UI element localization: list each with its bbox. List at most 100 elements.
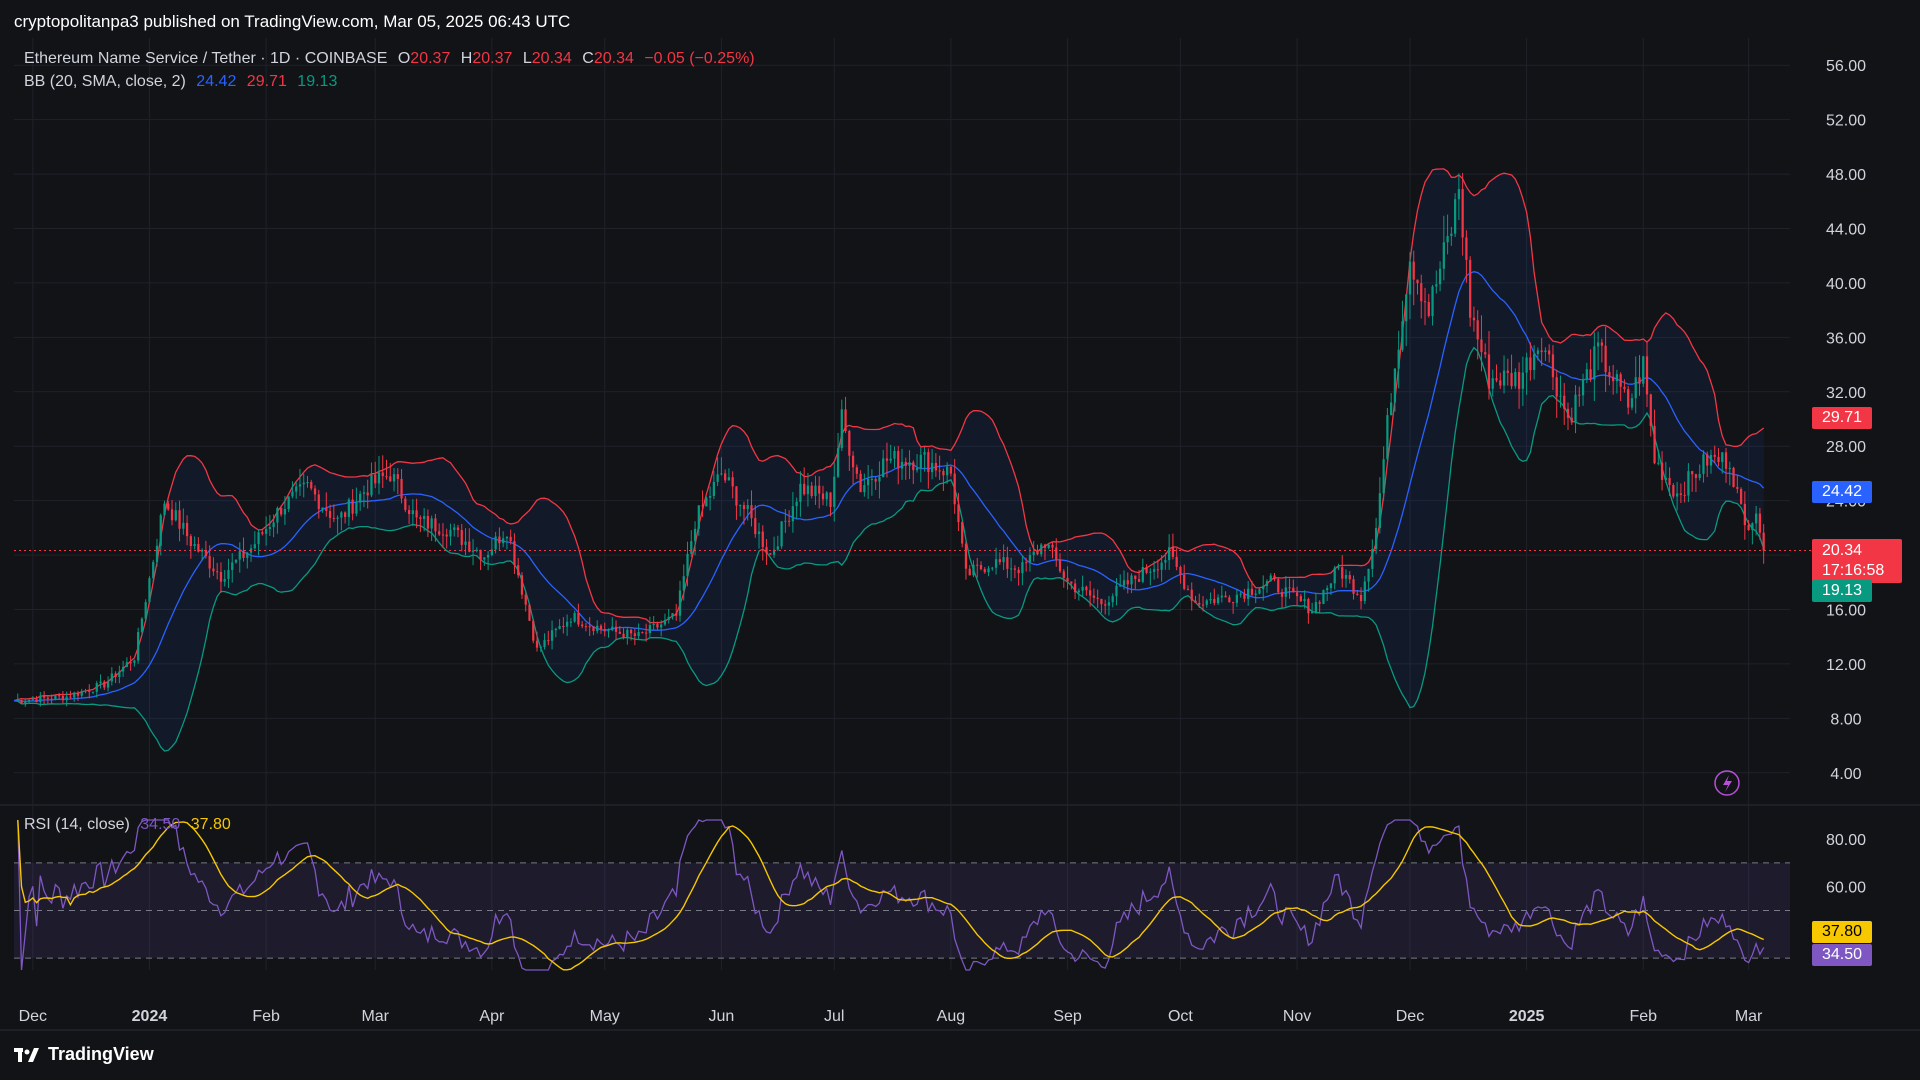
candle-body bbox=[720, 473, 723, 475]
lower-band-tag: 19.13 bbox=[1812, 580, 1872, 602]
candle-body bbox=[1706, 454, 1709, 466]
candle-body bbox=[874, 478, 877, 482]
candle-body bbox=[1017, 569, 1020, 574]
candle-body bbox=[242, 551, 245, 558]
candle-body bbox=[1506, 370, 1509, 373]
candle-body bbox=[584, 626, 588, 628]
candle-body bbox=[1318, 602, 1321, 604]
candle-body bbox=[1013, 568, 1017, 570]
candle-body bbox=[1555, 377, 1558, 397]
candle-body bbox=[1198, 602, 1201, 605]
candle-body bbox=[1356, 593, 1359, 595]
candle-body bbox=[1028, 554, 1032, 563]
candle-body bbox=[471, 550, 475, 552]
candle-body bbox=[1427, 302, 1430, 316]
candle-body bbox=[652, 623, 655, 626]
candle-body bbox=[1239, 593, 1242, 595]
candle-body bbox=[216, 571, 219, 573]
candle-body bbox=[520, 575, 524, 595]
candle-body bbox=[340, 512, 343, 518]
candle-body bbox=[1209, 599, 1212, 601]
candle-body bbox=[1566, 408, 1570, 418]
candle-body bbox=[148, 578, 151, 603]
bb-legend[interactable]: BB (20, SMA, close, 2) 24.42 29.71 19.13 bbox=[24, 73, 343, 91]
candle-body bbox=[1593, 346, 1596, 380]
candle-body bbox=[716, 474, 719, 482]
candle-body bbox=[407, 509, 411, 515]
candle-body bbox=[1390, 402, 1393, 416]
candle-body bbox=[1747, 525, 1750, 531]
candle-body bbox=[1713, 454, 1716, 457]
candle-body bbox=[272, 522, 275, 528]
candle-body bbox=[27, 699, 31, 702]
candle-body bbox=[780, 521, 783, 547]
candle-body bbox=[118, 671, 121, 677]
change-value: −0.05 (−0.25%) bbox=[644, 50, 755, 67]
candle-body bbox=[325, 507, 328, 512]
candle-body bbox=[1702, 454, 1705, 474]
candle-body bbox=[588, 626, 591, 628]
candle-body bbox=[1224, 595, 1227, 598]
rsi-legend[interactable]: RSI (14, close) 34.50 37.80 bbox=[24, 816, 237, 834]
last-price-value: 20.34 bbox=[1822, 542, 1863, 559]
candle-body bbox=[423, 516, 426, 519]
candle-body bbox=[1623, 386, 1626, 390]
candle-body bbox=[336, 517, 339, 519]
bb-basis-value: 24.42 bbox=[196, 73, 237, 90]
candle-body bbox=[900, 461, 904, 469]
candle-body bbox=[167, 503, 170, 510]
candle-body bbox=[261, 532, 264, 534]
candle-body bbox=[686, 553, 689, 577]
candle-body bbox=[513, 541, 516, 566]
candle-body bbox=[663, 619, 667, 625]
candle-body bbox=[833, 476, 836, 507]
lightning-icon[interactable] bbox=[1714, 770, 1740, 796]
candle-body bbox=[24, 701, 27, 704]
candle-body bbox=[1480, 339, 1483, 353]
candle-body bbox=[818, 485, 821, 494]
candle-body bbox=[1371, 548, 1374, 569]
candle-body bbox=[1299, 596, 1302, 602]
rsi-value: 34.50 bbox=[140, 816, 181, 833]
candle-body bbox=[772, 549, 776, 555]
candle-body bbox=[359, 493, 362, 503]
candle-body bbox=[915, 468, 919, 471]
price-axis: 56.00 52.00 48.00 44.00 40.00 36.00 32.00 28.00… bbox=[1826, 58, 1866, 896]
lightning-bolt-icon bbox=[1723, 775, 1732, 792]
candle-body bbox=[1664, 477, 1667, 480]
candle-body bbox=[1175, 556, 1178, 567]
candle-body bbox=[1691, 471, 1694, 475]
candle-body bbox=[957, 504, 960, 523]
candle-body bbox=[231, 562, 234, 571]
candle-body bbox=[1092, 595, 1096, 598]
candle-body bbox=[840, 409, 843, 449]
candle-body bbox=[596, 625, 599, 632]
candle-body bbox=[660, 624, 663, 628]
candle-body bbox=[498, 536, 501, 544]
candle-body bbox=[795, 501, 798, 507]
candle-body bbox=[509, 536, 512, 542]
candle-body bbox=[1066, 577, 1069, 582]
candle-body bbox=[1653, 425, 1656, 464]
candle-body bbox=[742, 505, 746, 510]
price-tick-label: 4.00 bbox=[1830, 766, 1861, 783]
candle-body bbox=[1724, 452, 1728, 469]
candle-body bbox=[35, 699, 38, 703]
price-tick-label: 52.00 bbox=[1826, 113, 1866, 130]
tradingview-logo[interactable]: TradingView bbox=[14, 1044, 154, 1065]
candle-body bbox=[502, 538, 505, 544]
candle-body bbox=[1104, 604, 1107, 606]
bar-countdown: 17:16:58 bbox=[1822, 562, 1885, 579]
candle-body bbox=[565, 621, 569, 627]
candle-body bbox=[1160, 562, 1163, 570]
candle-body bbox=[859, 473, 862, 493]
candle-body bbox=[573, 613, 576, 622]
candle-body bbox=[1058, 560, 1062, 572]
candle-body bbox=[1687, 471, 1690, 496]
candle-body bbox=[1619, 374, 1622, 387]
candle-body bbox=[189, 536, 192, 546]
time-tick-label: Feb bbox=[1629, 1008, 1657, 1025]
candle-body bbox=[562, 625, 565, 627]
candle-body bbox=[1469, 259, 1472, 318]
